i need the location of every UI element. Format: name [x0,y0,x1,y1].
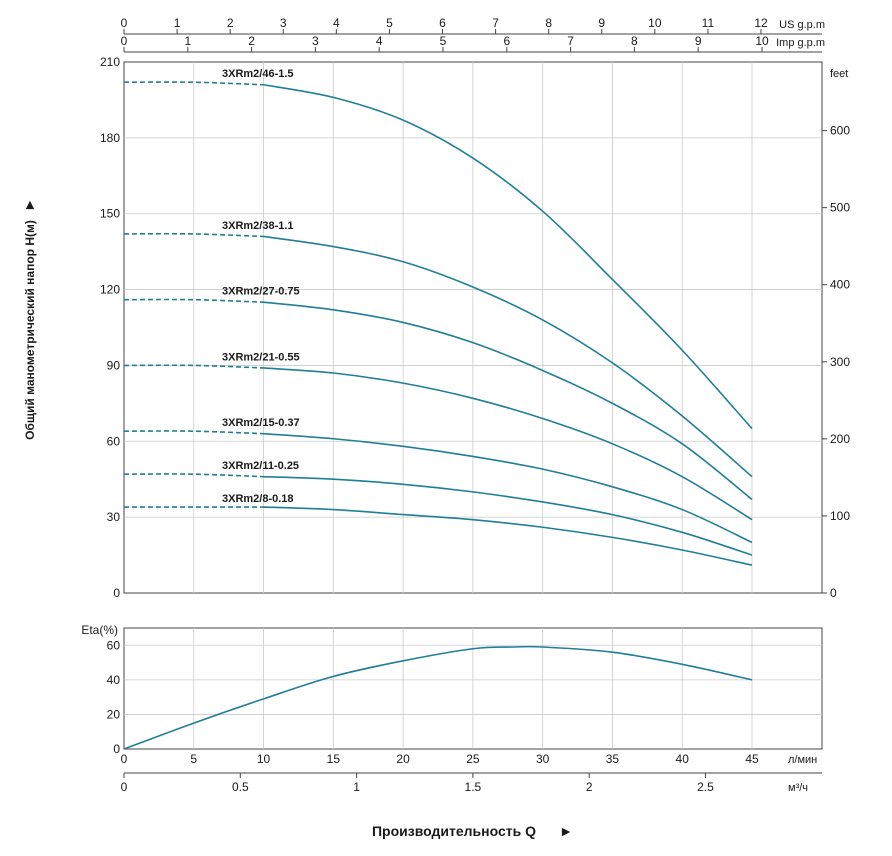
imp-gpm-tick-label: 4 [376,34,383,48]
us-gpm-tick-label: 6 [439,16,446,30]
x-axis-arrow: ► [559,823,573,839]
us-gpm-tick-label: 12 [754,16,768,30]
us-gpm-tick-label: 5 [386,16,393,30]
eta-y-tick-label: 40 [107,673,121,687]
imp-gpm-tick-label: 0 [121,34,128,48]
head-curve-7 [263,506,753,566]
imp-gpm-tick-label: 2 [248,34,255,48]
lpm-tick-label: 15 [327,752,341,766]
m3h-tick-label: 0 [121,780,128,794]
head-curve-1 [263,83,753,430]
feet-tick-label: 300 [830,355,850,369]
bottom-flow-axes: 0 5 10 15 20 25 30 35 40 45 л/мин 0 0.5 1 1.5 2 2.5 м³/ч [121,752,822,794]
head-y-tick-label: 150 [100,207,120,221]
lpm-tick-label: 0 [121,752,128,766]
y-axis-title: Общий манометрический напор H(м) [23,220,37,440]
imp-gpm-tick-label: 8 [631,34,638,48]
lpm-tick-label: 5 [190,752,197,766]
eta-curve [123,645,753,750]
imp-gpm-tick-label: 7 [567,34,574,48]
us-gpm-tick-label: 2 [227,16,234,30]
curve-label: 3XRm2/27-0.75 [222,286,300,298]
head-chart-panel: 0 30 60 90 120 150 180 210 0 100 200 300 400 500 600 fe… [100,55,850,600]
eta-y-tick-label: 20 [107,707,121,721]
lpm-unit-label: л/мин [788,754,817,766]
eta-axis-label: Eta(%) [81,623,118,637]
head-curve-dashed-segment [123,298,264,304]
head-y-tick-label: 210 [100,55,120,69]
lpm-tick-label: 25 [466,752,480,766]
head-curve-dashed-segment [123,430,264,435]
us-gpm-tick-label: 4 [333,16,340,30]
y-axis-arrow: ► [21,198,37,212]
lpm-tick-label: 35 [606,752,620,766]
m3h-tick-label: 2 [586,780,593,794]
us-gpm-tick-label: 9 [598,16,605,30]
m3h-tick-label: 1.5 [465,780,482,794]
us-gpm-tick-label: 7 [492,16,499,30]
m3h-tick-label: 0.5 [232,780,249,794]
head-curve-5 [263,432,753,544]
head-curve-6 [263,475,753,556]
imp-gpm-unit-label: Imp g.p.m [776,37,825,49]
head-y-tick-label: 60 [107,434,121,448]
curve-label: 3XRm2/11-0.25 [222,460,299,472]
axis-titles: Производительность Q ► Общий манометрическ… [21,198,573,839]
head-curve-dashed-segment [123,364,264,369]
head-y-tick-label: 0 [113,586,120,600]
eta-y-tick-label: 60 [107,638,121,652]
us-gpm-tick-label: 11 [702,16,715,30]
imp-gpm-tick-label: 6 [503,34,510,48]
curve-label: 3XRm2/21-0.55 [222,351,300,363]
m3h-unit-label: м³/ч [788,782,808,794]
curve-label: 3XRm2/15-0.37 [222,417,300,429]
feet-tick-label: 400 [830,278,850,292]
curve-label: 3XRm2/46-1.5 [222,68,294,80]
head-curve-dashed-segment [123,473,264,478]
head-curve-4 [263,367,753,521]
imp-gpm-tick-label: 3 [312,34,319,48]
imp-gpm-tick-label: 1 [184,34,191,48]
curve-label: 3XRm2/8-0.18 [222,493,294,505]
lpm-tick-label: 20 [396,752,410,766]
us-gpm-tick-label: 1 [174,16,181,30]
feet-tick-label: 0 [830,586,837,600]
head-y-tick-label: 180 [100,131,120,145]
feet-tick-label: 100 [830,509,850,523]
us-gpm-unit-label: US g.p.m [779,19,825,31]
imp-gpm-tick-label: 9 [695,34,702,48]
head-y-tick-label: 90 [107,358,121,372]
lpm-tick-label: 40 [676,752,690,766]
us-gpm-tick-label: 0 [121,16,128,30]
imp-gpm-tick-label: 10 [755,34,769,48]
feet-tick-label: 200 [830,432,850,446]
head-curve-3 [263,301,753,501]
lpm-tick-label: 45 [745,752,759,766]
head-curve-dashed-segment [123,232,264,238]
lpm-tick-label: 10 [257,752,271,766]
feet-tick-label: 500 [830,201,850,215]
head-curve-dashed-segment [123,81,264,86]
us-gpm-tick-label: 8 [545,16,552,30]
top-flow-axes: 0 1 2 3 4 5 6 7 8 9 10 11 12 US g.p.m0 1 2 3 4 5 6 7 8 9 10 Imp … [121,16,825,53]
lpm-tick-label: 30 [536,752,550,766]
curve-label: 3XRm2/38-1.1 [222,220,294,232]
imp-gpm-tick-label: 5 [440,34,447,48]
m3h-tick-label: 2.5 [697,780,714,794]
eta-y-tick-label: 0 [113,742,120,756]
head-curve-2 [263,235,753,478]
head-y-tick-label: 120 [100,283,120,297]
head-y-tick-label: 30 [107,510,121,524]
m3h-tick-label: 1 [353,780,360,794]
feet-unit-label: feet [830,68,848,80]
us-gpm-tick-label: 3 [280,16,287,30]
us-gpm-tick-label: 10 [648,16,662,30]
x-axis-title: Производительность Q [372,823,536,839]
feet-tick-label: 600 [830,124,850,138]
